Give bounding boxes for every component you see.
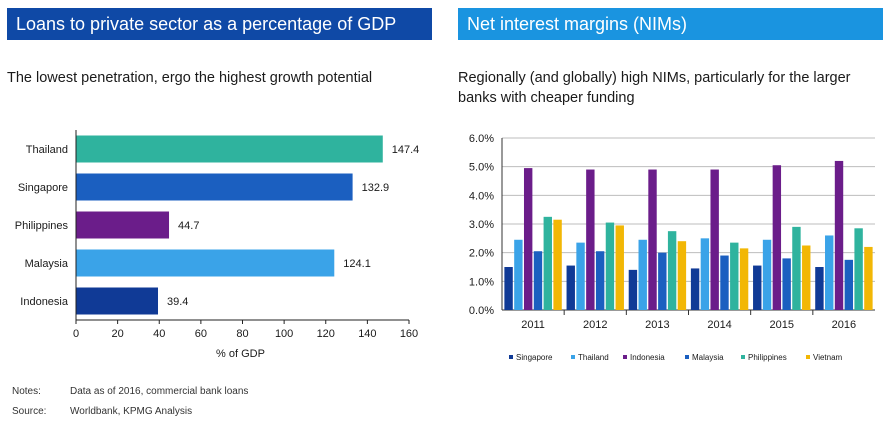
- source-label: Source:: [12, 406, 47, 417]
- bar-singapore-2013: [628, 269, 638, 310]
- legend-swatch-philippines: [741, 355, 745, 359]
- bar-thailand-2015: [762, 239, 772, 310]
- y-tick-label: 1.0%: [469, 276, 494, 288]
- bar-malaysia-2012: [595, 251, 605, 310]
- bar-philippines: [76, 211, 170, 239]
- category-label-philippines: Philippines: [15, 220, 69, 232]
- category-label-thailand: Thailand: [26, 144, 68, 156]
- legend-label-thailand: Thailand: [578, 353, 609, 362]
- x-tick-label: 20: [112, 328, 124, 340]
- value-label-thailand: 147.4: [392, 144, 420, 156]
- bar-vietnam-2014: [739, 248, 749, 310]
- bar-malaysia-2013: [658, 252, 667, 310]
- legend-label-malaysia: Malaysia: [692, 353, 724, 362]
- legend-swatch-vietnam: [806, 355, 810, 359]
- bar-singapore-2014: [690, 268, 700, 310]
- legend-swatch-singapore: [509, 355, 513, 359]
- x-tick-label: 40: [153, 328, 165, 340]
- bar-philippines-2013: [667, 231, 677, 310]
- y-tick-label: 3.0%: [469, 219, 494, 231]
- bar-singapore: [76, 173, 353, 201]
- y-tick-label: 6.0%: [469, 133, 494, 145]
- bar-philippines-2012: [605, 222, 615, 310]
- x-tick-label: 160: [400, 328, 418, 340]
- bar-malaysia-2011: [533, 251, 543, 310]
- bar-thailand-2014: [700, 238, 710, 310]
- legend-label-singapore: Singapore: [516, 353, 553, 362]
- bar-singapore-2012: [566, 265, 575, 310]
- bar-philippines-2015: [792, 226, 801, 310]
- bar-philippines-2014: [730, 242, 739, 310]
- bar-vietnam-2012: [615, 225, 624, 310]
- bar-indonesia-2016: [834, 160, 844, 310]
- notes-text: Data as of 2016, commercial bank loans: [70, 386, 249, 397]
- y-tick-label: 2.0%: [469, 248, 494, 260]
- bar-vietnam-2011: [553, 219, 562, 310]
- bar-indonesia-2015: [772, 165, 782, 310]
- x-tick-label: 80: [236, 328, 248, 340]
- legend-swatch-indonesia: [623, 355, 627, 359]
- y-tick-label: 4.0%: [469, 190, 494, 202]
- value-label-indonesia: 39.4: [167, 296, 188, 308]
- left-chart-header: Loans to private sector as a percentage …: [7, 8, 432, 40]
- bar-thailand-2011: [514, 239, 523, 310]
- bar-thailand-2013: [638, 239, 647, 310]
- bar-indonesia-2014: [710, 169, 719, 310]
- legend-swatch-thailand: [571, 355, 575, 359]
- bar-indonesia-2011: [523, 168, 533, 310]
- x-tick-label: 2015: [770, 319, 794, 331]
- right-chart-subtitle: Regionally (and globally) high NIMs, par…: [458, 70, 851, 106]
- source-text: Worldbank, KPMG Analysis: [70, 406, 193, 417]
- bar-singapore-2011: [504, 267, 513, 310]
- x-tick-label: 140: [358, 328, 376, 340]
- bar-malaysia: [76, 249, 335, 277]
- bar-vietnam-2015: [802, 245, 811, 310]
- bar-philippines-2016: [854, 228, 863, 310]
- legend-label-indonesia: Indonesia: [630, 353, 665, 362]
- x-tick-label: 100: [275, 328, 293, 340]
- legend-swatch-malaysia: [685, 355, 689, 359]
- bar-vietnam-2013: [677, 241, 687, 310]
- category-label-indonesia: Indonesia: [20, 296, 69, 308]
- y-tick-label: 0.0%: [469, 305, 494, 317]
- bar-thailand-2016: [825, 235, 834, 310]
- bar-malaysia-2014: [720, 255, 729, 310]
- bar-vietnam-2016: [864, 246, 873, 310]
- right-chart-header: Net interest margins (NIMs): [458, 8, 883, 40]
- left-chart-subtitle: The lowest penetration, ergo the highest…: [7, 70, 373, 86]
- x-tick-label: 2011: [521, 319, 545, 331]
- bar-indonesia-2013: [648, 169, 657, 310]
- x-tick-label: 60: [195, 328, 207, 340]
- x-axis-title: % of GDP: [216, 348, 265, 360]
- bar-indonesia-2012: [586, 169, 595, 310]
- bar-indonesia: [76, 287, 159, 315]
- y-tick-label: 5.0%: [469, 162, 494, 174]
- notes-label: Notes:: [12, 386, 41, 397]
- bar-malaysia-2015: [782, 258, 791, 310]
- bar-thailand-2012: [576, 242, 585, 310]
- category-label-singapore: Singapore: [18, 182, 68, 194]
- value-label-singapore: 132.9: [362, 182, 390, 194]
- bar-philippines-2011: [543, 216, 552, 310]
- x-tick-label: 2012: [583, 319, 607, 331]
- x-tick-label: 120: [317, 328, 335, 340]
- x-tick-label: 2013: [645, 319, 669, 331]
- bar-singapore-2016: [815, 267, 824, 310]
- bar-singapore-2015: [753, 265, 762, 310]
- bar-malaysia-2016: [844, 259, 854, 310]
- x-tick-label: 2014: [707, 319, 731, 331]
- bar-thailand: [76, 135, 383, 163]
- value-label-malaysia: 124.1: [343, 258, 371, 270]
- value-label-philippines: 44.7: [178, 220, 199, 232]
- x-tick-label: 2016: [832, 319, 856, 331]
- category-label-malaysia: Malaysia: [25, 258, 69, 270]
- legend-label-vietnam: Vietnam: [813, 353, 843, 362]
- x-tick-label: 0: [73, 328, 79, 340]
- legend-label-philippines: Philippines: [748, 353, 787, 362]
